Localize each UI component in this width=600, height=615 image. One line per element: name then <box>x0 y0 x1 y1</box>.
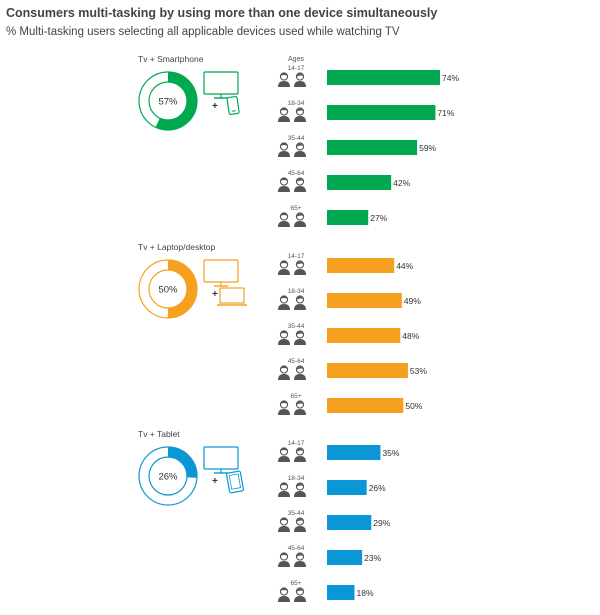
panel-1: Tv + Laptop/desktop 50% +14-17 44% 18-34 49% 3… <box>138 242 427 415</box>
bar <box>327 445 381 460</box>
bar <box>327 585 355 600</box>
age-label: 65+ <box>290 580 301 587</box>
bar <box>327 398 404 413</box>
bar-value-label: 35% <box>382 448 399 458</box>
age-label: 14-17 <box>288 440 305 447</box>
donut-value: 26% <box>158 472 178 483</box>
bar-row: 18-34 49% <box>278 288 421 310</box>
age-label: 45-64 <box>288 170 305 177</box>
bar-value-label: 59% <box>419 143 436 153</box>
ages-header: Ages <box>288 56 304 63</box>
bar-row: 14-17 44% <box>278 253 414 275</box>
bar-row: 45-64 42% <box>278 170 411 192</box>
donut-slice <box>139 260 197 318</box>
tablet-icon <box>226 470 244 494</box>
bar-value-label: 74% <box>442 73 459 83</box>
panel-2: Tv + Tablet 26% +14-17 35% 18-34 26% 35-44 29% 4… <box>138 429 400 602</box>
bar-value-label: 42% <box>393 178 410 188</box>
bar-value-label: 44% <box>396 261 413 271</box>
bar <box>327 70 440 85</box>
bar-row: 35-44 48% <box>278 323 420 345</box>
device-icons: + <box>203 71 240 116</box>
bar-value-label: 18% <box>356 588 373 598</box>
bar <box>327 328 401 343</box>
donut-chart: 26% <box>138 446 198 506</box>
age-label: 45-64 <box>288 358 305 365</box>
bar-row: 35-44 59% <box>278 135 437 157</box>
age-label: 18-34 <box>288 475 305 482</box>
laptop-icon <box>219 287 245 304</box>
age-label: 35-44 <box>288 323 305 330</box>
panel-label: Tv + Tablet <box>138 429 180 439</box>
age-label: 35-44 <box>288 510 305 517</box>
chart-subtitle: % Multi-tasking users selecting all appl… <box>6 26 400 38</box>
bar-value-label: 23% <box>364 553 381 563</box>
donut-chart: 50% <box>138 259 198 319</box>
age-label: 45-64 <box>288 545 305 552</box>
bar <box>327 175 392 190</box>
age-label: 65+ <box>290 393 301 400</box>
bar-value-label: 50% <box>405 401 422 411</box>
bar-row: 45-64 53% <box>278 358 427 380</box>
bar <box>327 258 395 273</box>
donut-slice <box>139 447 197 505</box>
plus-icon: + <box>212 476 218 487</box>
panel-label: Tv + Smartphone <box>138 54 204 64</box>
donut-value: 50% <box>158 285 178 296</box>
age-label: 14-17 <box>288 253 305 260</box>
bar <box>327 515 372 530</box>
age-label: 18-34 <box>288 288 305 295</box>
bar-row: 18-34 26% <box>278 475 386 497</box>
age-label: 14-17 <box>288 65 305 72</box>
bar <box>327 293 402 308</box>
bar <box>327 140 418 155</box>
bar-value-label: 27% <box>370 213 387 223</box>
device-icons: + <box>203 259 247 306</box>
bar-value-label: 49% <box>404 296 421 306</box>
bar-row: 65+ 50% <box>278 393 423 415</box>
smartphone-icon <box>226 95 240 116</box>
donut-chart: 57% <box>138 71 198 131</box>
bar-value-label: 29% <box>373 518 390 528</box>
bar <box>327 480 367 495</box>
bar-row: 45-64 23% <box>278 545 382 567</box>
donut-slice <box>139 72 197 130</box>
bar <box>327 550 363 565</box>
plus-icon: + <box>212 101 218 112</box>
plus-icon: + <box>212 289 218 300</box>
age-label: 65+ <box>290 205 301 212</box>
bar-value-label: 53% <box>410 366 427 376</box>
age-label: 35-44 <box>288 135 305 142</box>
bar <box>327 105 436 120</box>
panel-0: Tv + Smartphone 57% + Ages 14-17 74% 18-34 71% 3… <box>138 54 459 227</box>
bar-value-label: 71% <box>437 108 454 118</box>
bar-value-label: 26% <box>369 483 386 493</box>
device-icons: + <box>203 446 244 494</box>
panel-label: Tv + Laptop/desktop <box>138 242 216 252</box>
bar <box>327 363 408 378</box>
bar <box>327 210 369 225</box>
bar-value-label: 48% <box>402 331 419 341</box>
donut-value: 57% <box>158 97 178 108</box>
bar-row: 18-34 71% <box>278 100 455 122</box>
bar-row: 65+ 27% <box>278 205 388 227</box>
chart-title: Consumers multi-tasking by using more th… <box>6 6 438 20</box>
bar-row: 35-44 29% <box>278 510 391 532</box>
bar-row: 14-17 35% <box>278 440 400 462</box>
bar-row: 14-17 74% <box>278 65 459 87</box>
age-label: 18-34 <box>288 100 305 107</box>
bar-row: 65+ 18% <box>278 580 374 602</box>
